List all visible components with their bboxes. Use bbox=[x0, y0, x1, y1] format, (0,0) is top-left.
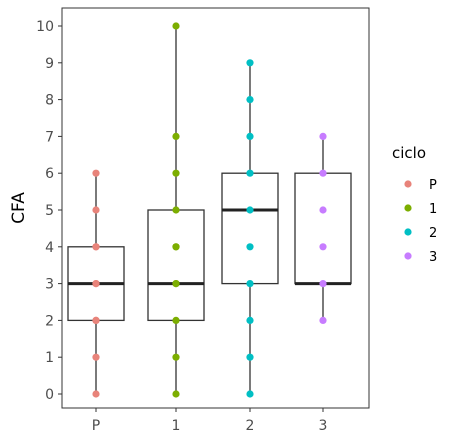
x-tick-label: P bbox=[92, 418, 100, 434]
iqr-box bbox=[147, 209, 205, 322]
point-1 bbox=[172, 243, 180, 251]
point-2 bbox=[246, 132, 254, 140]
x-tick-label: 2 bbox=[246, 418, 255, 434]
y-tick-label: 7 bbox=[45, 129, 54, 145]
y-tick-label: 6 bbox=[45, 166, 54, 182]
point-1 bbox=[172, 132, 180, 140]
point-1 bbox=[172, 353, 180, 361]
point-2 bbox=[246, 206, 254, 214]
legend-key-2 bbox=[404, 228, 412, 236]
legend-key-3 bbox=[404, 252, 412, 260]
legend-label-3: 3 bbox=[429, 250, 437, 265]
y-tick-label: 2 bbox=[45, 313, 54, 329]
point-1 bbox=[172, 280, 180, 288]
x-axis: P 1 2 3 bbox=[92, 408, 328, 434]
point-2 bbox=[246, 316, 254, 324]
y-tick-label: 3 bbox=[45, 277, 54, 293]
point-3 bbox=[319, 243, 327, 251]
point-2 bbox=[246, 353, 254, 361]
point-1 bbox=[172, 22, 180, 30]
x-tick-label: 1 bbox=[172, 418, 181, 434]
point-2 bbox=[246, 59, 254, 67]
legend: ciclo P 1 2 3 bbox=[392, 144, 437, 265]
point-P bbox=[92, 206, 100, 214]
legend-label-2: 2 bbox=[429, 226, 437, 241]
data-points bbox=[92, 22, 327, 398]
point-3 bbox=[319, 206, 327, 214]
point-P bbox=[92, 169, 100, 177]
point-2 bbox=[246, 96, 254, 104]
box-1 bbox=[147, 26, 205, 394]
point-1 bbox=[172, 206, 180, 214]
y-tick-label: 4 bbox=[45, 240, 54, 256]
point-P bbox=[92, 280, 100, 288]
legend-label-1: 1 bbox=[429, 202, 437, 217]
legend-title: ciclo bbox=[392, 144, 426, 162]
point-3 bbox=[319, 316, 327, 324]
y-axis: 0 1 2 3 4 5 6 7 8 9 10 bbox=[36, 19, 62, 403]
y-tick-label: 10 bbox=[36, 19, 54, 35]
point-P bbox=[92, 353, 100, 361]
legend-key-1 bbox=[404, 204, 412, 212]
point-2 bbox=[246, 243, 254, 251]
point-1 bbox=[172, 316, 180, 324]
point-P bbox=[92, 390, 100, 398]
x-tick-label: 3 bbox=[319, 418, 328, 434]
point-1 bbox=[172, 169, 180, 177]
iqr-box bbox=[294, 172, 352, 285]
point-2 bbox=[246, 280, 254, 288]
point-P bbox=[92, 243, 100, 251]
point-2 bbox=[246, 169, 254, 177]
iqr-box bbox=[221, 172, 279, 285]
point-2 bbox=[246, 390, 254, 398]
legend-key-P bbox=[404, 180, 412, 188]
y-tick-label: 5 bbox=[45, 203, 54, 219]
point-3 bbox=[319, 132, 327, 140]
y-tick-label: 8 bbox=[45, 93, 54, 109]
legend-label-P: P bbox=[429, 178, 437, 193]
box-3 bbox=[294, 136, 352, 321]
y-axis-title: CFA bbox=[9, 192, 29, 224]
point-3 bbox=[319, 169, 327, 177]
point-3 bbox=[319, 280, 327, 288]
point-1 bbox=[172, 390, 180, 398]
y-tick-label: 9 bbox=[45, 56, 54, 72]
point-P bbox=[92, 316, 100, 324]
y-tick-label: 1 bbox=[45, 350, 54, 366]
y-tick-label: 0 bbox=[45, 387, 54, 403]
